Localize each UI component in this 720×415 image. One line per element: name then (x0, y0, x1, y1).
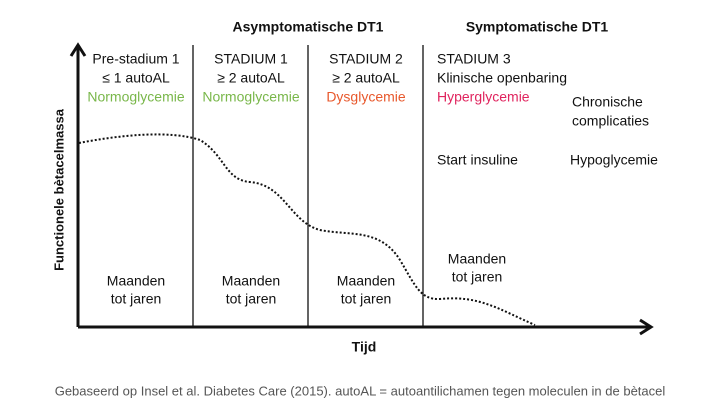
stage-title: STADIUM 2 (329, 51, 403, 67)
duration: tot jaren (452, 269, 503, 285)
treatment: Start insuline (437, 152, 518, 168)
beta-cell-curve (78, 133, 536, 326)
complications: Chronische (572, 94, 643, 110)
stage-glycemia: Hyperglycemie (437, 89, 530, 105)
risk: Hypoglycemie (570, 152, 658, 168)
stage-subtitle: Klinische openbaring (437, 70, 567, 86)
complications: complicaties (572, 113, 649, 129)
stage-glycemia: Dysglycemie (326, 89, 406, 105)
duration: Maanden (222, 273, 280, 289)
stage-title: STADIUM 1 (214, 51, 288, 67)
x-axis-label: Tijd (352, 339, 377, 355)
duration: tot jaren (341, 291, 392, 307)
stage-antibodies: ≤ 1 autoAL (102, 70, 170, 86)
duration: tot jaren (111, 291, 162, 307)
duration: Maanden (337, 273, 395, 289)
stage-title: STADIUM 3 (437, 51, 511, 67)
y-axis-label: Functionele bètacelmassa (51, 108, 66, 271)
duration: Maanden (448, 251, 506, 267)
stage-antibodies: ≥ 2 autoAL (217, 70, 285, 86)
stage-antibodies: ≥ 2 autoAL (332, 70, 400, 86)
dividers (192, 45, 424, 327)
x-arrow (639, 318, 654, 336)
y-arrow (69, 42, 87, 57)
header: Asymptomatische DT1 (233, 19, 384, 35)
duration: Maanden (107, 273, 165, 289)
stage-glycemia: Normoglycemie (202, 89, 299, 105)
caption: Gebaseerd op Insel et al. Diabetes Care … (55, 383, 666, 398)
stage-glycemia: Normoglycemie (87, 89, 184, 105)
duration: tot jaren (226, 291, 277, 307)
axes (69, 42, 654, 336)
header: Symptomatische DT1 (466, 19, 609, 35)
stage-title: Pre-stadium 1 (92, 51, 179, 67)
